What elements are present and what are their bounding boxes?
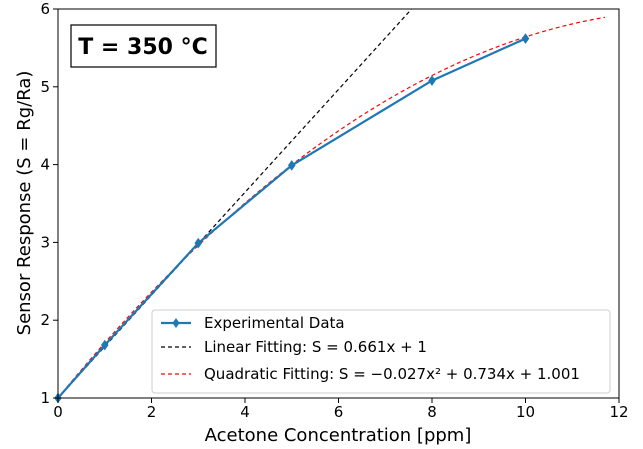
- x-axis-label: Acetone Concentration [ppm]: [205, 425, 472, 446]
- x-tick-label: 4: [240, 403, 250, 421]
- x-tick-label: 12: [609, 403, 628, 421]
- annotation-box: T = 350 °C: [70, 24, 217, 68]
- x-axis-ticks: 0 2 4 6 8 10 12: [53, 398, 629, 421]
- y-tick-label: 5: [40, 78, 50, 96]
- experimental-data-line: [58, 37, 526, 398]
- legend-entry: Quadratic Fitting: S = −0.027x² + 0.734x…: [161, 365, 580, 383]
- legend: Experimental Data Linear Fitting: S = 0.6…: [151, 309, 611, 394]
- data-point-marker: [287, 159, 296, 171]
- legend-label: Experimental Data: [204, 314, 345, 332]
- legend-label: Quadratic Fitting: S = −0.027x² + 0.734x…: [204, 365, 580, 383]
- legend-label: Linear Fitting: S = 0.661x + 1: [204, 338, 427, 356]
- x-tick-label: 6: [334, 403, 344, 421]
- data-point-marker: [521, 33, 530, 44]
- plot-lines: [58, 9, 606, 398]
- x-tick-label: 2: [147, 403, 157, 421]
- y-tick-label: 2: [40, 311, 50, 329]
- data-point-marker: [100, 339, 109, 351]
- quadratic-fit-line: [58, 16, 606, 398]
- y-tick-label: 3: [40, 233, 50, 251]
- data-point-marker: [194, 237, 203, 249]
- y-axis-label: Sensor Response (S = Rg/Ra): [14, 71, 35, 336]
- x-tick-label: 8: [427, 403, 437, 421]
- y-tick-label: 6: [40, 0, 50, 18]
- data-point-marker: [428, 75, 436, 87]
- annotation-text: T = 350 °C: [78, 35, 208, 60]
- legend-entry: Experimental Data: [161, 314, 345, 332]
- plot-markers: [54, 33, 530, 404]
- x-tick-label: 0: [53, 403, 63, 421]
- y-tick-label: 4: [40, 156, 50, 174]
- y-axis-ticks: 1 2 3 4 5 6: [40, 0, 58, 407]
- y-tick-label: 1: [40, 389, 50, 407]
- legend-marker: [172, 318, 180, 328]
- legend-frame: [151, 309, 611, 394]
- x-tick-label: 10: [516, 403, 535, 421]
- legend-entry: Linear Fitting: S = 0.661x + 1: [161, 338, 427, 356]
